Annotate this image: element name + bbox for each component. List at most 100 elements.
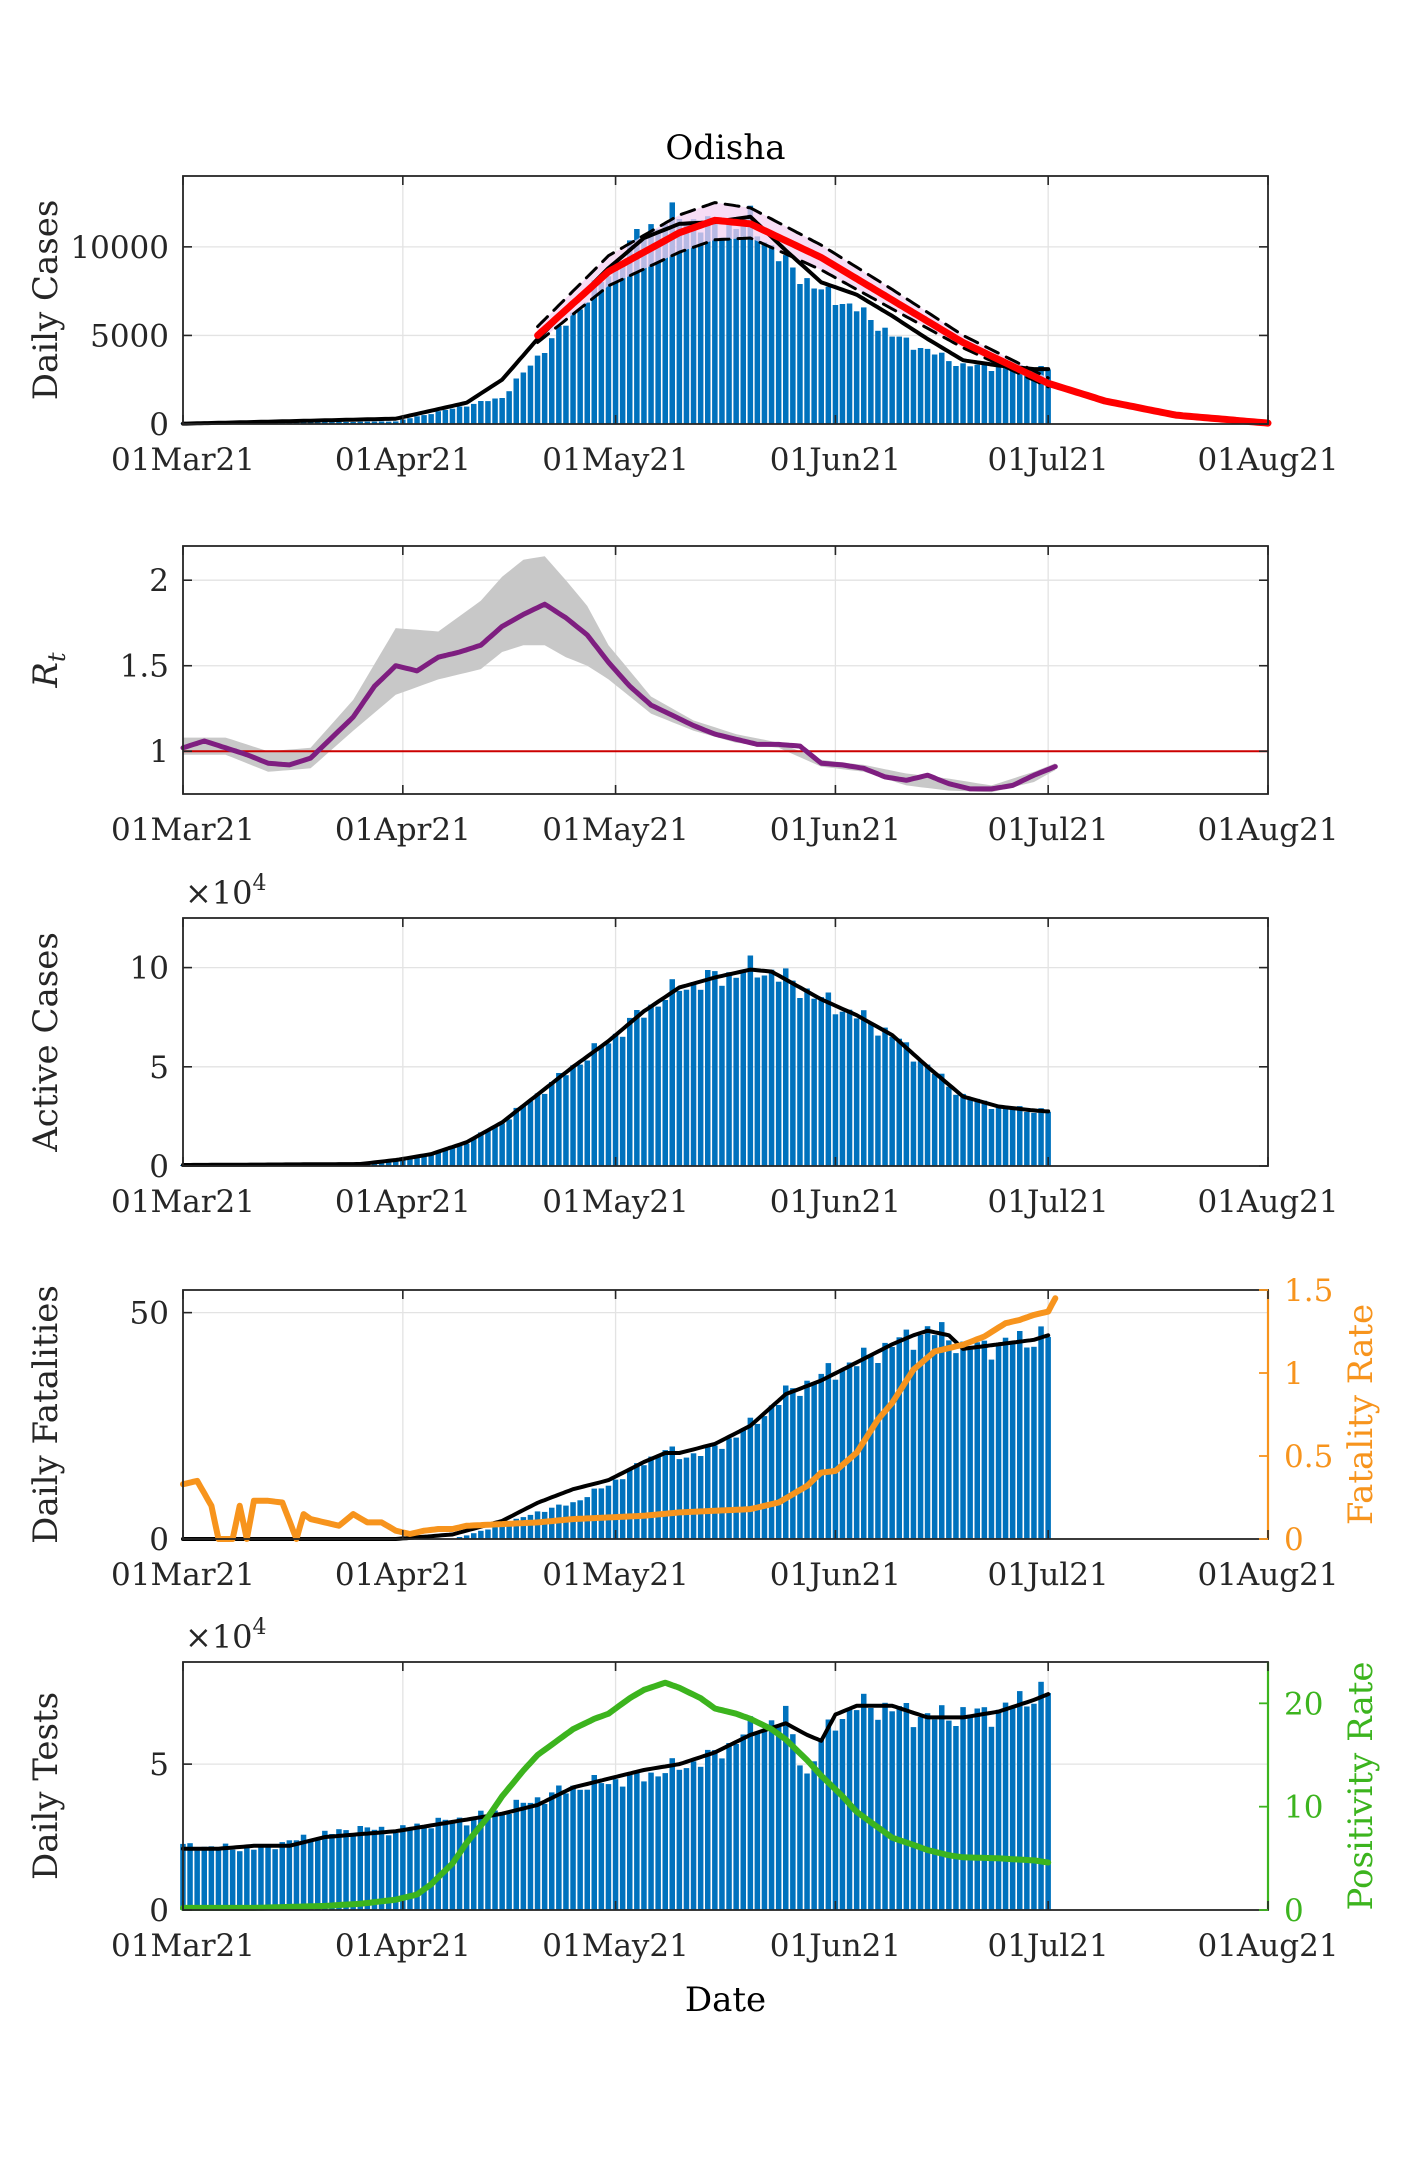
bar: [208, 1846, 215, 1910]
bar: [896, 1337, 902, 1539]
bar: [499, 1525, 505, 1539]
bar: [549, 338, 555, 424]
bar: [1024, 1347, 1030, 1539]
bar: [492, 1810, 498, 1910]
bar: [995, 1106, 1002, 1166]
bar: [953, 1726, 959, 1910]
bar: [995, 1709, 1002, 1910]
panels: 01Mar21 01Apr21 01May21 01Jun21 01Jul21 01Aug…: [26, 175, 1381, 1964]
bar: [988, 1359, 995, 1539]
bar: [868, 1356, 874, 1539]
bar: [726, 972, 732, 1166]
y-tick-label: 10: [130, 951, 169, 987]
bar: [981, 364, 988, 424]
y-axis-label: Daily Tests: [26, 1692, 66, 1880]
bar: [811, 1382, 817, 1539]
bar: [662, 1773, 668, 1910]
bar: [790, 980, 796, 1166]
bar: [740, 222, 746, 424]
y-axis-label: Active Cases: [26, 932, 66, 1153]
bar: [896, 1706, 902, 1910]
bar: [591, 1043, 597, 1166]
bar: [414, 1823, 420, 1910]
bar: [435, 1817, 441, 1910]
bar: [577, 1064, 583, 1166]
bar: [577, 309, 583, 424]
bar: [726, 1438, 732, 1539]
bar: [279, 1842, 285, 1910]
bar: [981, 1707, 988, 1910]
bar: [421, 415, 427, 424]
bar: [775, 261, 782, 424]
bar: [697, 1456, 704, 1539]
bar: [910, 1349, 917, 1539]
bar: [485, 401, 491, 424]
bar: [811, 288, 817, 424]
bar: [619, 1479, 626, 1539]
bar: [804, 278, 810, 424]
bar: [889, 1346, 895, 1539]
bar: [541, 1093, 548, 1166]
bar: [960, 1707, 966, 1910]
bar: [754, 1423, 761, 1539]
bar: [740, 1430, 746, 1539]
x-tick-label: 01Aug21: [1197, 1928, 1338, 1964]
bar: [924, 1326, 931, 1539]
bar: [740, 1734, 746, 1910]
x-tick-label: 01Aug21: [1197, 1184, 1338, 1220]
x-tick-label: 01May21: [542, 1928, 689, 1964]
bar: [478, 401, 484, 424]
bar: [754, 977, 761, 1166]
bar: [839, 1719, 846, 1910]
y-tick-label: 1: [149, 734, 169, 770]
bar: [861, 1010, 867, 1166]
axes-box: [182, 175, 1269, 425]
rt-line: [180, 601, 1058, 792]
bar: [499, 398, 505, 424]
bar: [669, 1758, 675, 1910]
bar: [797, 998, 803, 1166]
bar: [1031, 1703, 1037, 1910]
bar: [428, 414, 434, 424]
bar: [811, 998, 817, 1166]
bar: [556, 1073, 562, 1166]
bar: [974, 1098, 980, 1166]
x-tick-label: 01Jun21: [770, 812, 901, 848]
x-tick-label: 01Aug21: [1197, 442, 1338, 478]
bar: [825, 992, 832, 1166]
bar: [832, 1379, 839, 1539]
bar: [1045, 1693, 1051, 1910]
bar: [619, 265, 626, 424]
bar: [336, 421, 342, 424]
bar: [875, 1363, 881, 1539]
x-tick-label: 01Mar21: [111, 1184, 255, 1220]
bar: [456, 1144, 463, 1166]
bar: [1045, 369, 1051, 424]
bar: [712, 222, 718, 424]
bar: [662, 1000, 668, 1166]
bar: [591, 1488, 597, 1539]
bar: [400, 1825, 406, 1910]
axes-box: [182, 545, 1269, 795]
bar: [634, 1010, 640, 1166]
bar: [939, 352, 945, 424]
active-cases-axes: [182, 918, 1269, 1167]
daily-cases-trend-line: [181, 214, 1051, 426]
bar: [967, 1349, 973, 1539]
bar: [818, 1373, 824, 1539]
bar: [903, 337, 910, 424]
bar: [761, 1416, 768, 1539]
bar: [754, 1733, 761, 1910]
bar: [471, 1533, 477, 1539]
bar: [322, 422, 328, 424]
bar: [499, 1123, 505, 1166]
bar: [364, 421, 371, 424]
bar: [832, 305, 839, 424]
y-axis-label: Daily Cases: [26, 200, 66, 401]
bar: [967, 1715, 973, 1910]
bar: [463, 1535, 470, 1539]
bar: [1024, 370, 1030, 424]
bar: [520, 372, 527, 424]
bar: [995, 1342, 1002, 1539]
